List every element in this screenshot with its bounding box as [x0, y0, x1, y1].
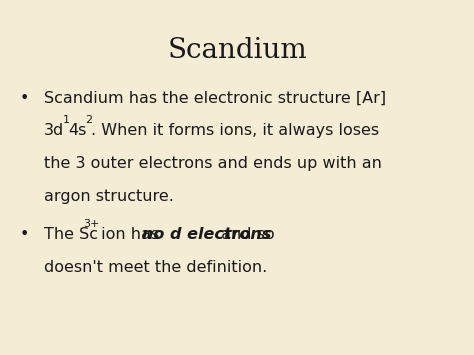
Text: 1: 1: [63, 115, 70, 125]
Text: Scandium has the electronic structure [Ar]: Scandium has the electronic structure [A…: [44, 91, 386, 105]
Text: ion has: ion has: [96, 227, 164, 242]
Text: 3+: 3+: [83, 219, 100, 229]
Text: •: •: [20, 227, 29, 242]
Text: The Sc: The Sc: [44, 227, 98, 242]
Text: argon structure.: argon structure.: [44, 189, 173, 203]
Text: 3d: 3d: [44, 123, 64, 138]
Text: . When it forms ions, it always loses: . When it forms ions, it always loses: [91, 123, 380, 138]
Text: no d electrons: no d electrons: [142, 227, 272, 242]
Text: 4s: 4s: [69, 123, 87, 138]
Text: 2: 2: [85, 115, 92, 125]
Text: doesn't meet the definition.: doesn't meet the definition.: [44, 260, 267, 275]
Text: •: •: [20, 91, 29, 105]
Text: and so: and so: [216, 227, 274, 242]
Text: Scandium: Scandium: [167, 37, 307, 64]
Text: the 3 outer electrons and ends up with an: the 3 outer electrons and ends up with a…: [44, 156, 382, 171]
